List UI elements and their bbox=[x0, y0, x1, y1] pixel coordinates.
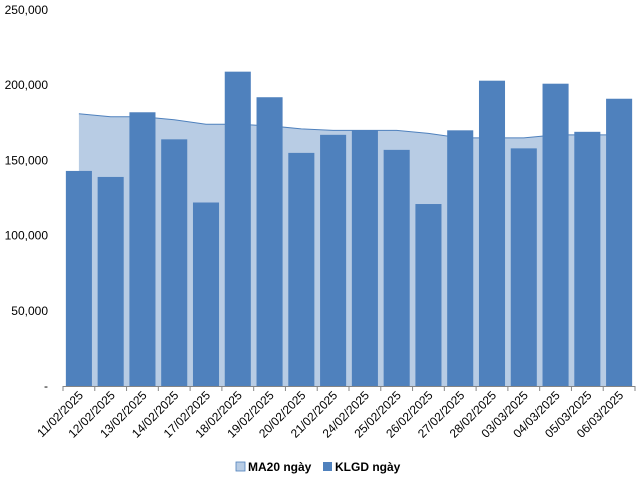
klgd-bar bbox=[478, 80, 506, 386]
klgd-bar bbox=[129, 112, 156, 387]
klgd-bar bbox=[415, 204, 442, 386]
y-tick-label: 250,000 bbox=[5, 3, 49, 17]
klgd-bar bbox=[192, 202, 220, 386]
klgd-bar bbox=[320, 134, 347, 386]
legend-swatch-ma20 bbox=[235, 461, 246, 472]
ma20-line bbox=[78, 113, 620, 139]
ma20-area bbox=[78, 113, 620, 386]
y-tick-label: 50,000 bbox=[11, 304, 48, 318]
y-tick-label: - bbox=[44, 379, 48, 393]
klgd-bar bbox=[447, 130, 474, 386]
klgd-bar bbox=[161, 139, 188, 386]
klgd-bar bbox=[383, 149, 410, 386]
klgd-bar bbox=[351, 130, 378, 386]
legend-label-klgd: KLGD ngày bbox=[335, 460, 401, 474]
legend: MA20 ngày KLGD ngày bbox=[235, 460, 401, 474]
klgd-bar bbox=[542, 83, 569, 386]
klgd-bar bbox=[97, 176, 124, 386]
klgd-bar bbox=[288, 152, 315, 386]
klgd-bar bbox=[224, 71, 251, 386]
y-tick-label: 100,000 bbox=[5, 229, 49, 243]
klgd-bar bbox=[510, 148, 537, 386]
legend-swatch-klgd bbox=[323, 462, 332, 471]
klgd-bar bbox=[65, 170, 92, 386]
ma20-area-layer bbox=[78, 113, 620, 386]
klgd-bar bbox=[256, 97, 283, 386]
klgd-bar bbox=[606, 98, 633, 387]
klgd-bar bbox=[574, 131, 601, 386]
y-tick-label: 150,000 bbox=[5, 153, 49, 167]
y-tick-label: 200,000 bbox=[5, 78, 49, 92]
legend-label-ma20: MA20 ngày bbox=[248, 460, 312, 474]
klgd-bar-layer bbox=[65, 71, 633, 387]
